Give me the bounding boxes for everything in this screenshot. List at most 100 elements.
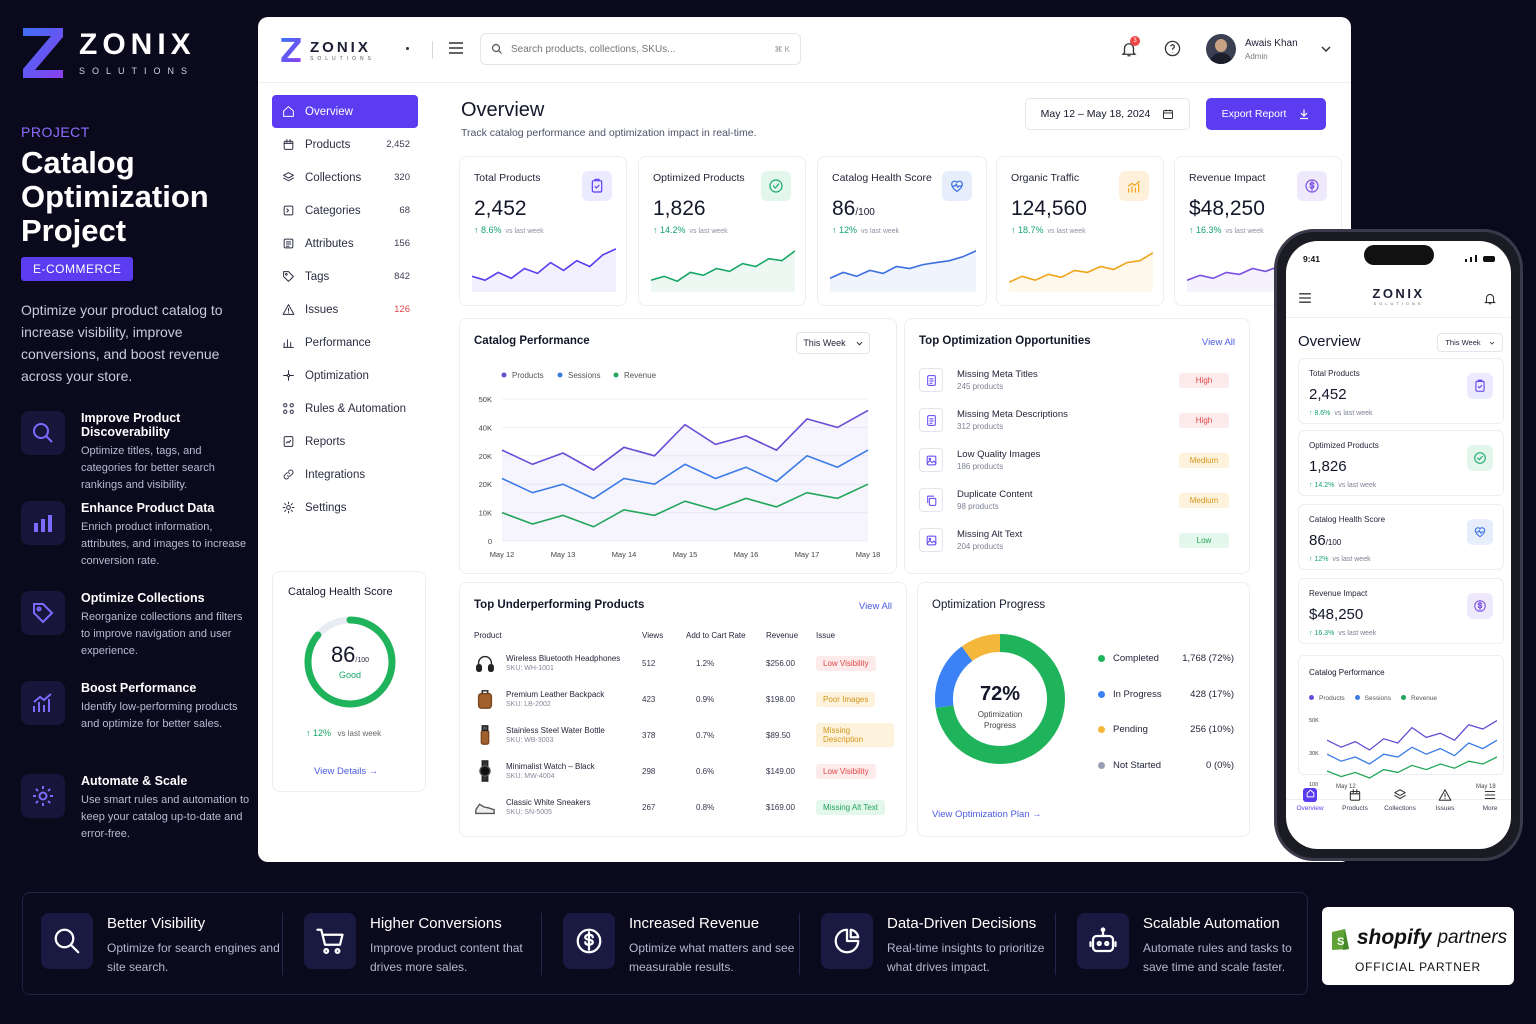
help-icon[interactable] <box>1164 40 1181 57</box>
product-cell: Premium Leather Backpack SKU: LB-2002 <box>474 681 642 717</box>
revenue-cell: $198.00 <box>766 694 795 704</box>
phone-series-line-revenue <box>1327 756 1497 779</box>
phone-series-line-sessions <box>1327 739 1497 765</box>
table-row[interactable]: Minimalist Watch – Black SKU: MW-4004 298 0… <box>474 753 894 789</box>
export-label: Export Report <box>1221 108 1287 120</box>
opps-view-all-link[interactable]: View All <box>1201 337 1235 348</box>
series-line-revenue <box>501 483 869 528</box>
tab-issues[interactable]: Issues <box>1423 788 1467 812</box>
legend-item: Sessions <box>557 371 600 380</box>
divider <box>799 913 800 975</box>
sidebar-item-collections[interactable]: Collections 320 <box>272 161 418 194</box>
date-range-picker[interactable]: May 12 – May 18, 2024 <box>1025 98 1190 130</box>
user-menu[interactable]: Awais Khan Admin <box>1206 34 1331 64</box>
kpi-sparkline <box>651 250 795 292</box>
benefit-title: Data-Driven Decisions <box>887 915 1037 932</box>
collections-icon <box>1394 789 1406 800</box>
opportunity-count: 204 products <box>957 542 1004 551</box>
opportunity-item[interactable]: Missing Alt Text 204 products Low <box>919 523 1237 557</box>
feature-desc: Optimize titles, tags, and categories fo… <box>81 445 215 491</box>
gauge-fill <box>304 616 396 708</box>
sidebar-item-count: 156 <box>394 238 410 249</box>
table-row[interactable]: Stainless Steel Water Bottle SKU: WB-3003… <box>474 717 894 753</box>
sidebar-item-tags[interactable]: Tags 842 <box>272 260 418 293</box>
phone-kpi-card[interactable]: Optimized Products 1,826 ↑ 14.2% vs last we… <box>1298 430 1504 496</box>
sidebar-item-integrations[interactable]: Integrations <box>272 458 418 491</box>
health-gauge <box>304 616 396 708</box>
sparkline-area <box>472 248 616 292</box>
menu-icon[interactable] <box>449 42 463 54</box>
revenue-cell: $169.00 <box>766 802 795 812</box>
tab-overview[interactable]: Overview <box>1288 788 1332 812</box>
page-title: Overview <box>461 99 545 121</box>
health-change-note: vs last week <box>337 729 382 738</box>
under-view-all-link[interactable]: View All <box>858 601 892 612</box>
product-name: Wireless Bluetooth Headphones <box>506 654 621 663</box>
bell-icon[interactable] <box>1483 291 1497 306</box>
sidebar-item-rules-automation[interactable]: Rules & Automation <box>272 392 418 425</box>
sidebar-item-reports[interactable]: Reports <box>272 425 418 458</box>
table-row[interactable]: Premium Leather Backpack SKU: LB-2002 423 0… <box>474 681 894 717</box>
attributes-icon <box>283 238 294 249</box>
tab-more[interactable]: More <box>1468 788 1511 812</box>
tab-label: Issues <box>1435 805 1455 812</box>
issue-badge: Low Visibility <box>816 763 876 779</box>
home-icon <box>283 106 294 117</box>
search-input[interactable] <box>511 43 767 55</box>
bottle-icon <box>480 725 490 745</box>
period-select[interactable]: This Week <box>796 332 870 354</box>
menu-icon[interactable] <box>1299 293 1311 303</box>
phone-kpi-card[interactable]: Total Products 2,452 ↑ 8.6% vs last week <box>1298 358 1504 424</box>
legend-label: Products <box>1319 695 1345 702</box>
sidebar-item-overview[interactable]: Overview <box>272 95 418 128</box>
categories-icon <box>283 205 294 216</box>
kpi-change: ↑ 18.7% vs last week <box>1011 225 1086 235</box>
legend-value: 1,768 (72%) <box>1182 653 1234 664</box>
feature-item: Boost Performance Identify low-performing… <box>21 681 253 733</box>
sidebar-item-issues[interactable]: Issues 126 <box>272 293 418 326</box>
sidebar-item-performance[interactable]: Performance <box>272 326 418 359</box>
benefit-desc: Real-time insights to prioritize what dr… <box>887 941 1045 974</box>
table-row[interactable]: Wireless Bluetooth Headphones SKU: WH-100… <box>474 645 894 681</box>
issue-cell: Low Visibility <box>816 753 894 789</box>
opportunity-item[interactable]: Missing Meta Titles 245 products High <box>919 363 1237 397</box>
phone-kpi-card[interactable]: Catalog Health Score 86/100 ↑ 12% vs last w… <box>1298 504 1504 570</box>
kpi-value: 2,452 <box>474 197 527 221</box>
bar-chart-icon <box>283 339 294 348</box>
kpi-card[interactable]: Optimized Products 1,826 ↑ 14.2% vs last we… <box>638 156 806 306</box>
table-row[interactable]: Classic White Sneakers SKU: SN-5005 267 0.8… <box>474 789 894 825</box>
kpi-card[interactable]: Catalog Health Score 86/100 ↑ 12% vs last w… <box>817 156 987 306</box>
view-details-link[interactable]: View Details → <box>314 766 379 777</box>
search-bar: ⌘ K <box>480 33 801 65</box>
kpi-icon-box <box>1467 593 1493 619</box>
dashboard-logo[interactable]: ZONIX SOLUTIONS <box>280 37 375 63</box>
sidebar-item-label: Attributes <box>305 237 354 250</box>
kpi-card[interactable]: Total Products 2,452 ↑ 8.6% vs last week <box>459 156 627 306</box>
feature-title: Optimize Collections <box>81 591 205 605</box>
rate-cell: 0.7% <box>696 730 715 740</box>
kpi-icon-box <box>1467 373 1493 399</box>
tab-products[interactable]: Products <box>1333 788 1377 812</box>
phone-kpi-card[interactable]: Revenue Impact $48,250 ↑ 16.3% vs last week <box>1298 578 1504 644</box>
phone-period-select[interactable]: This Week <box>1437 333 1503 352</box>
legend-swatch <box>1098 726 1105 733</box>
sidebar-item-optimization[interactable]: Optimization <box>272 359 418 392</box>
view-plan-link[interactable]: View Optimization Plan → <box>932 809 1042 820</box>
opportunity-item[interactable]: Duplicate Content 98 products Medium <box>919 483 1237 517</box>
legend-swatch <box>613 372 619 378</box>
feature-item: Enhance Product Data Enrich product infor… <box>21 501 253 570</box>
opportunity-item[interactable]: Missing Meta Descriptions 312 products Hig… <box>919 403 1237 437</box>
opportunity-item[interactable]: Low Quality Images 186 products Medium <box>919 443 1237 477</box>
kpi-value: 124,560 <box>1011 197 1087 221</box>
kpi-title: Revenue Impact <box>1309 589 1368 598</box>
export-report-button[interactable]: Export Report <box>1206 98 1326 130</box>
kpi-sparkline <box>1009 252 1153 292</box>
tab-collections[interactable]: Collections <box>1378 788 1422 812</box>
sidebar-item-attributes[interactable]: Attributes 156 <box>272 227 418 260</box>
notification-button[interactable]: 3 <box>1120 36 1140 59</box>
sidebar-item-categories[interactable]: Categories 68 <box>272 194 418 227</box>
sidebar-item-products[interactable]: Products 2,452 <box>272 128 418 161</box>
sidebar-item-settings[interactable]: Settings <box>272 491 418 524</box>
y-tick-label: 50K <box>479 395 492 404</box>
kpi-card[interactable]: Organic Traffic 124,560 ↑ 18.7% vs last wee… <box>996 156 1164 306</box>
